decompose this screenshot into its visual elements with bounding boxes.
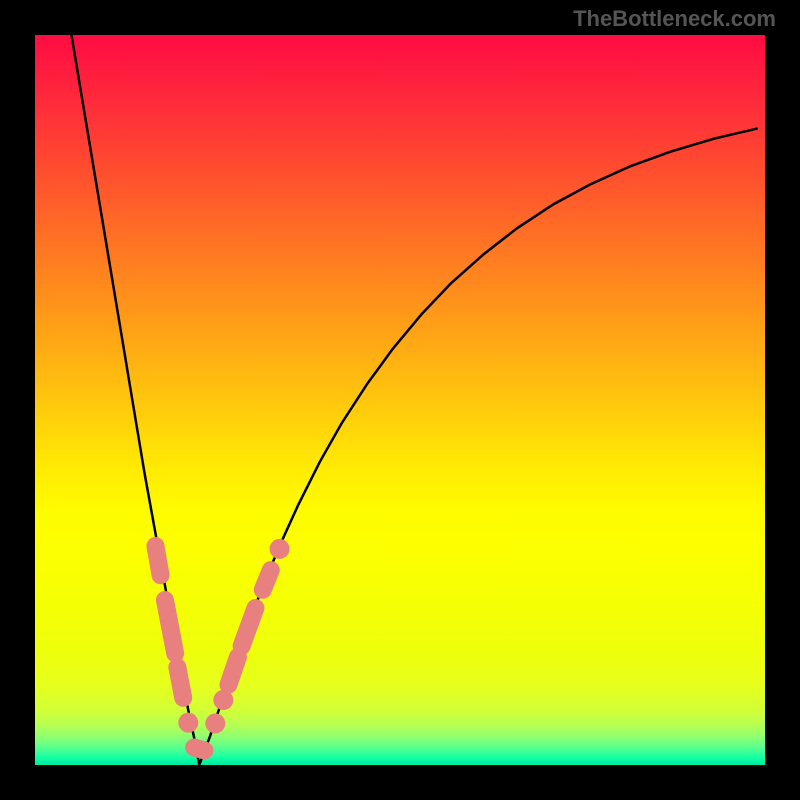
marker-capsule [165,600,175,653]
curve-right [199,128,757,765]
marker-dot [205,713,225,733]
marker-dot [178,713,198,733]
marker-capsule [155,546,160,575]
plot-area [35,35,765,765]
marker-capsule [263,570,271,590]
marker-dot [270,539,290,559]
marker-capsule [194,747,204,750]
watermark-text: TheBottleneck.com [573,6,776,32]
marker-capsule [228,657,237,685]
marker-capsule [242,608,256,646]
chart-container: TheBottleneck.com [0,0,800,800]
curve-overlay [35,35,765,765]
marker-capsule [177,667,183,698]
